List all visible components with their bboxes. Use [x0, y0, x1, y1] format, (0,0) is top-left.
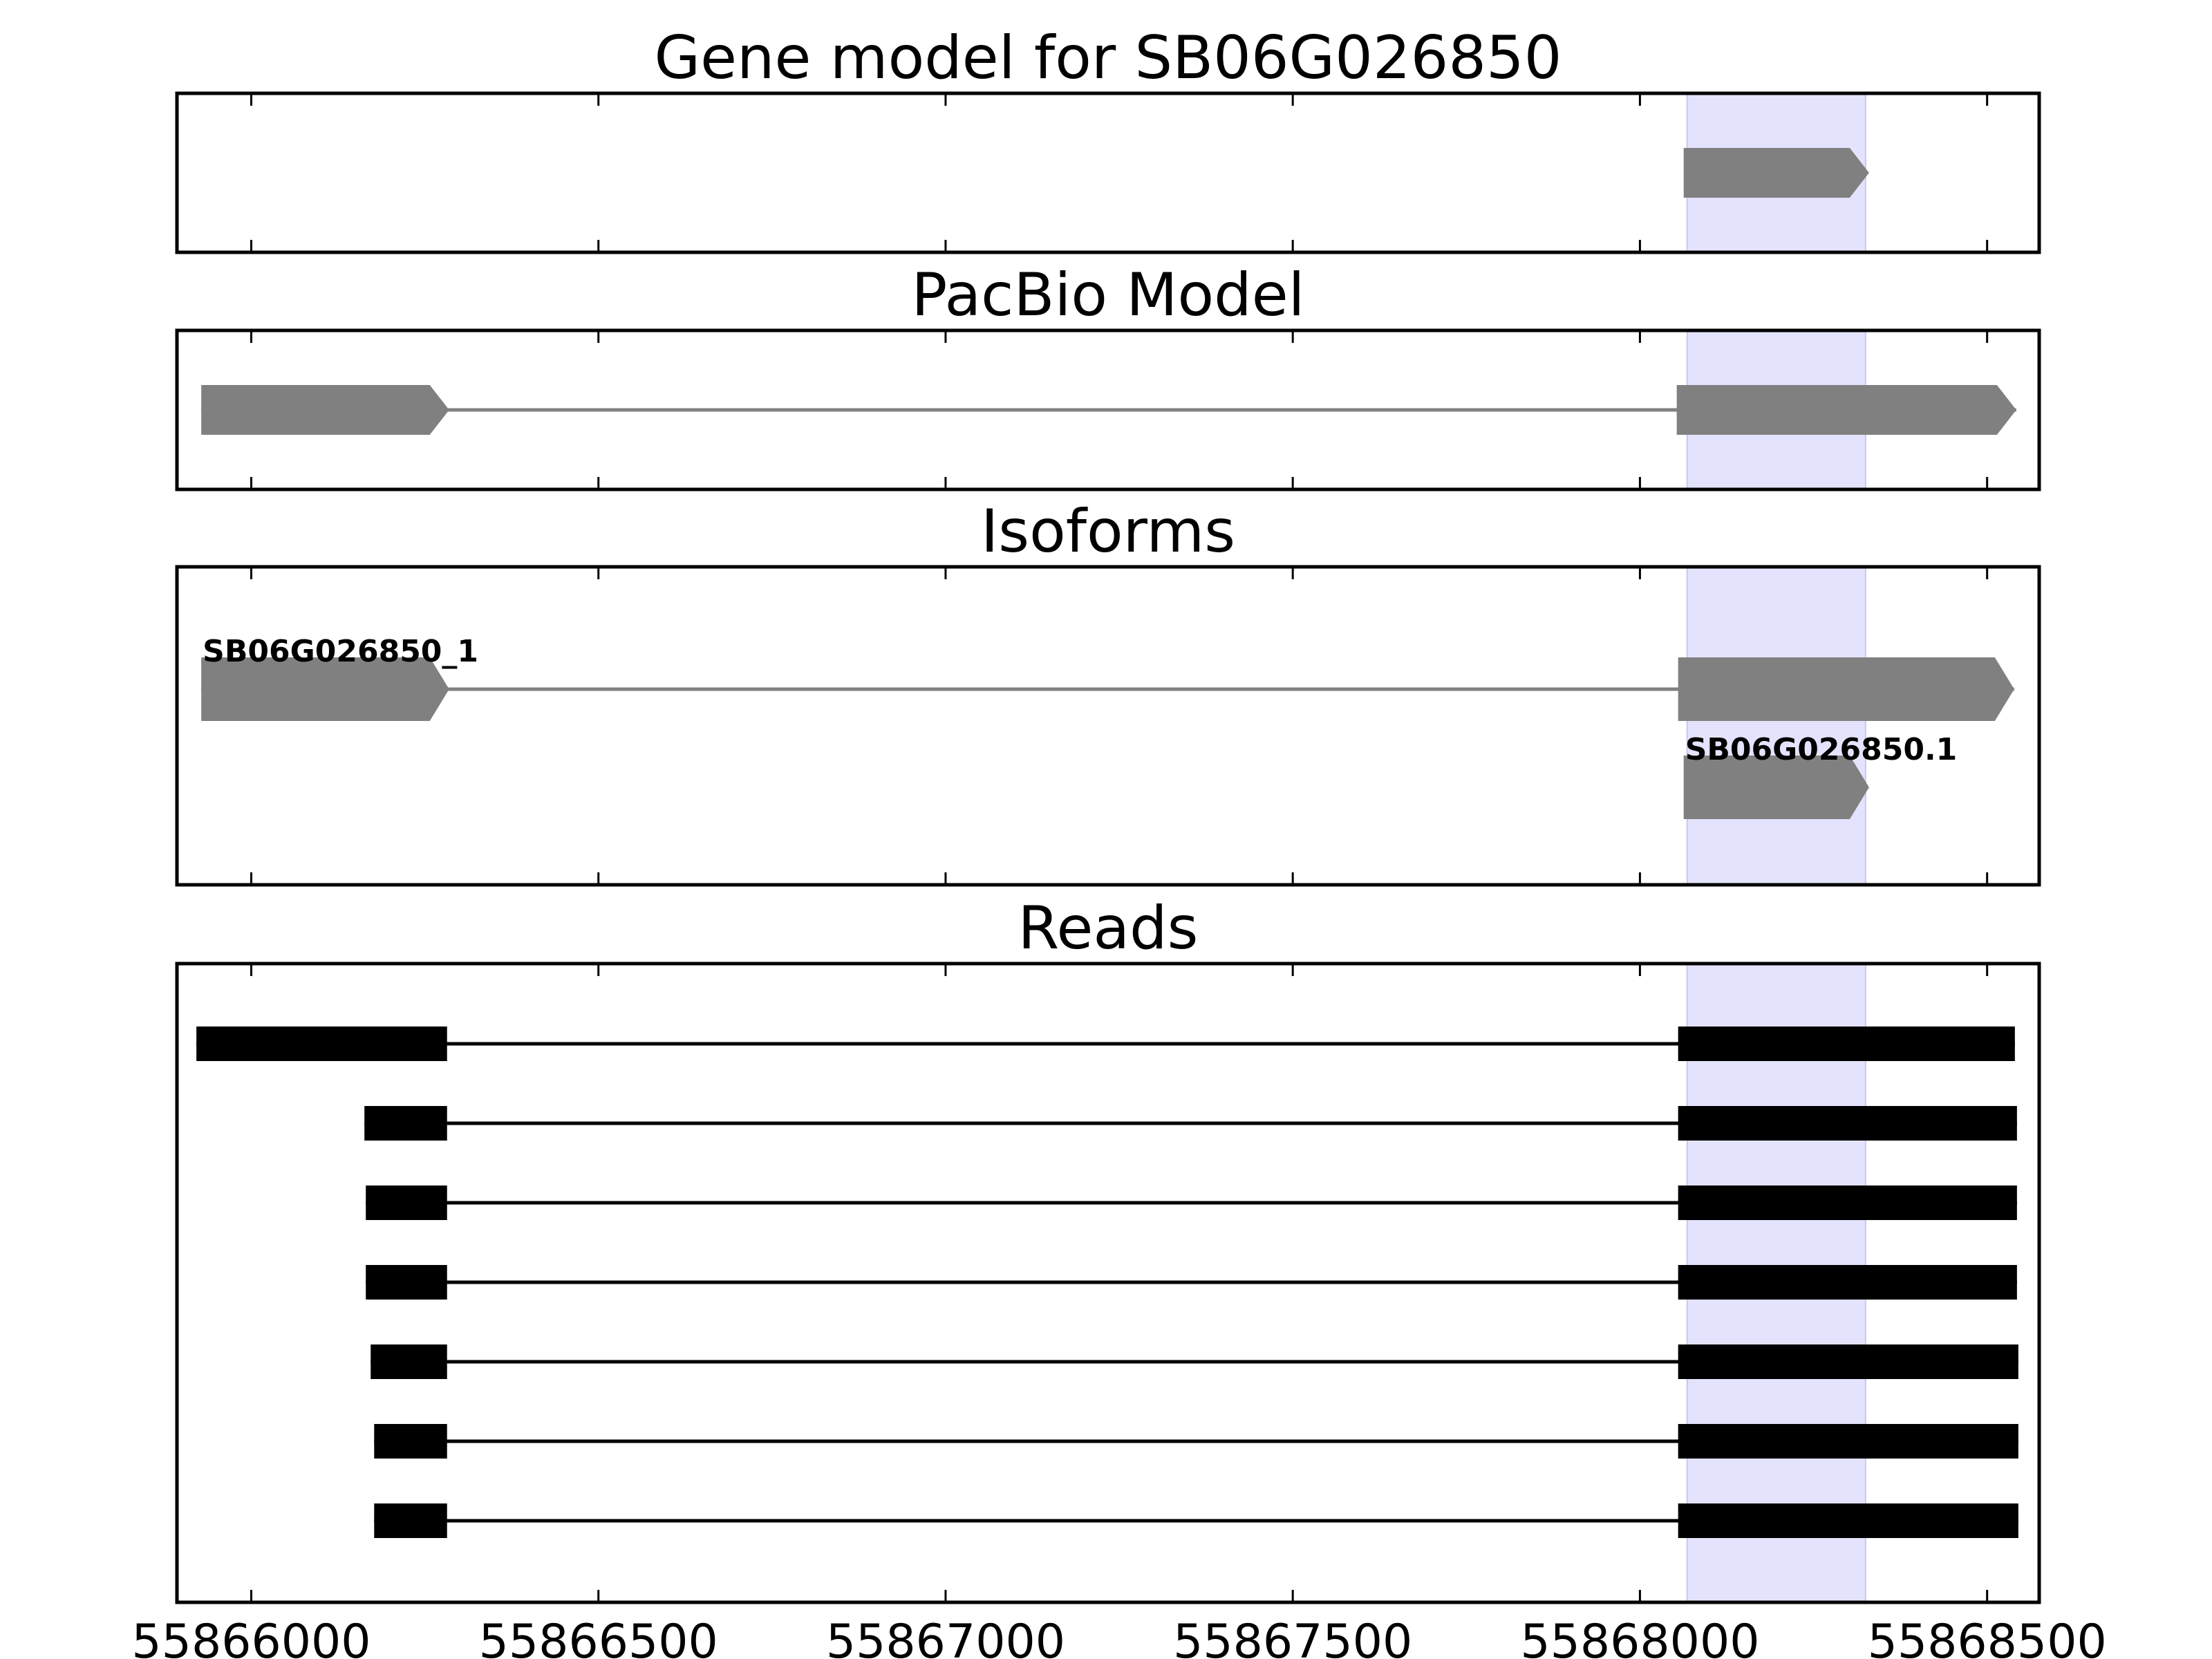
read-exon	[1678, 1424, 2018, 1459]
transcript	[201, 385, 2016, 435]
x-tick-label: 55866500	[479, 1615, 718, 1659]
panel-frame	[175, 565, 2041, 887]
read-exon	[1678, 1185, 2017, 1220]
x-tick-label: 55867000	[826, 1615, 1065, 1659]
gene-model-panel: Gene model for SB06G026850	[175, 24, 2041, 254]
exon-arrow	[1683, 756, 1869, 819]
transcript: SB06G026850_1	[201, 634, 2014, 721]
panel-title: Gene model for SB06G026850	[655, 24, 1562, 93]
read-exon	[1678, 1106, 2017, 1141]
transcript	[1683, 148, 1869, 198]
read	[364, 1106, 2017, 1141]
panel-title: Reads	[1018, 894, 1199, 963]
panel-frame	[175, 962, 2041, 1604]
read-exon	[196, 1027, 447, 1061]
read-exon	[374, 1424, 447, 1459]
read-exon	[371, 1344, 447, 1379]
read-exon	[1678, 1503, 2018, 1538]
exon-arrow	[1676, 385, 2016, 435]
read	[366, 1185, 2017, 1220]
exon-arrow	[1678, 657, 2014, 721]
read-exon	[1678, 1344, 2018, 1379]
panel-frame	[175, 91, 2041, 254]
panel-frame	[175, 328, 2041, 491]
read-exon	[374, 1503, 447, 1538]
panel-title: Isoforms	[981, 497, 1235, 566]
x-tick-label: 55868000	[1520, 1615, 1759, 1659]
exon-arrow	[1683, 148, 1869, 198]
read	[374, 1424, 2018, 1459]
read	[371, 1344, 2018, 1379]
isoform-label: SB06G026850_1	[203, 634, 478, 669]
x-tick-label: 55868500	[1868, 1615, 2107, 1659]
read	[366, 1265, 2017, 1300]
x-axis: 55866000 55866500 55867000 55867500 55868000…	[131, 1615, 2106, 1659]
panel-title: PacBio Model	[911, 261, 1304, 330]
read	[374, 1503, 2018, 1538]
isoforms-panel: Isoforms SB06G026850_1 SB06G026850.1	[175, 497, 2041, 887]
exon-arrow	[201, 385, 449, 435]
read-exon	[1678, 1265, 2017, 1300]
read-exon	[1678, 1027, 2015, 1061]
transcript: SB06G026850.1	[1683, 732, 1958, 819]
x-tick-label: 55867500	[1173, 1615, 1412, 1659]
read-exon	[364, 1106, 447, 1141]
highlight-region	[1686, 566, 1866, 885]
x-tick-label: 55866000	[131, 1615, 371, 1659]
reads-panel: Reads	[175, 894, 2041, 1604]
read-exon	[366, 1265, 447, 1300]
pacbio-model-panel: PacBio Model	[175, 261, 2041, 491]
exon-arrow	[201, 657, 449, 721]
isoform-label: SB06G026850.1	[1685, 732, 1958, 767]
read	[196, 1027, 2015, 1061]
read-exon	[366, 1185, 447, 1220]
